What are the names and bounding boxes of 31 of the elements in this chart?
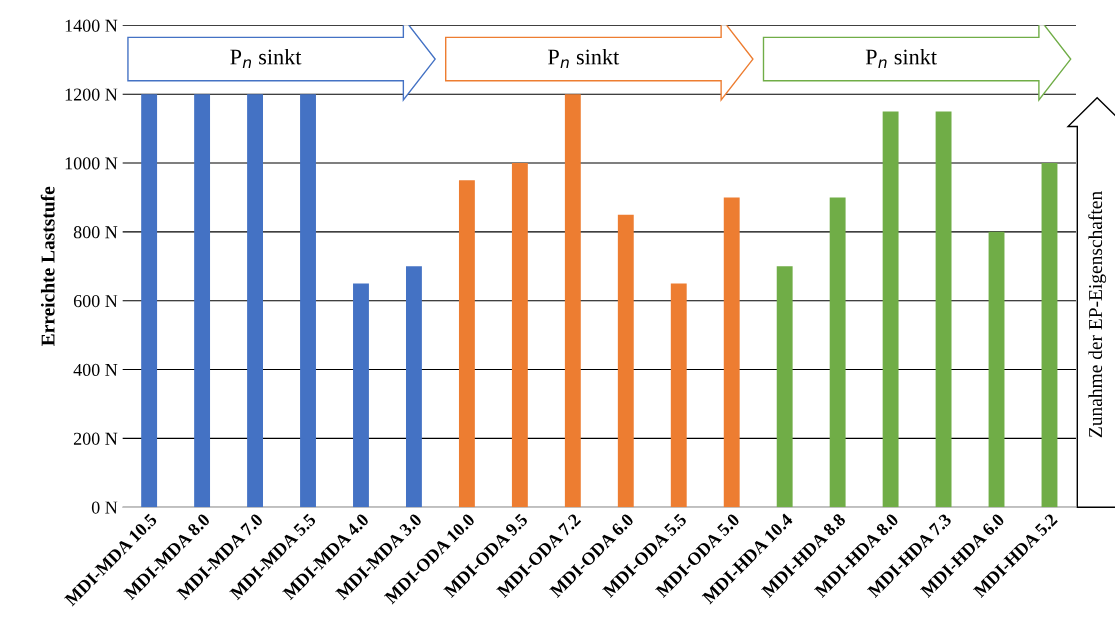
- bar: [353, 283, 369, 508]
- y-tick-label: 1200 N: [65, 88, 118, 101]
- bar: [723, 197, 740, 508]
- text: Zunahme der EP-Eigenschaften: [1088, 191, 1107, 438]
- bar: [935, 111, 952, 508]
- bar: [776, 266, 793, 508]
- annotation: P$_{n}$ sinkt: [865, 48, 937, 68]
- bar: [194, 94, 211, 508]
- bar: [1041, 163, 1058, 508]
- bar: [406, 266, 422, 508]
- bar: [670, 283, 687, 508]
- bar: [829, 197, 846, 508]
- y-tick-label: 400 N: [73, 363, 118, 376]
- bar: [458, 180, 475, 508]
- bar: [988, 231, 1005, 508]
- y-tick-label: 1400 N: [65, 19, 118, 32]
- y-tick-label: 600 N: [73, 294, 118, 308]
- annotation: P$_{n}$ sinkt: [548, 48, 620, 68]
- bar: [564, 94, 581, 508]
- bar: [141, 94, 158, 508]
- bar: [617, 214, 634, 508]
- bar: [247, 94, 263, 508]
- y-tick-label: 200 N: [73, 432, 118, 445]
- bar: [882, 111, 899, 508]
- y-tick-label: 1000 N: [65, 157, 118, 170]
- bar: [511, 163, 528, 508]
- bar: [300, 94, 316, 508]
- y-tick-label: 0 N: [91, 501, 118, 514]
- y-axis-title: Erreichte Laststufe: [40, 186, 55, 346]
- annotation: P$_{n}$ sinkt: [230, 48, 302, 68]
- y-tick-label: 800 N: [73, 226, 118, 239]
